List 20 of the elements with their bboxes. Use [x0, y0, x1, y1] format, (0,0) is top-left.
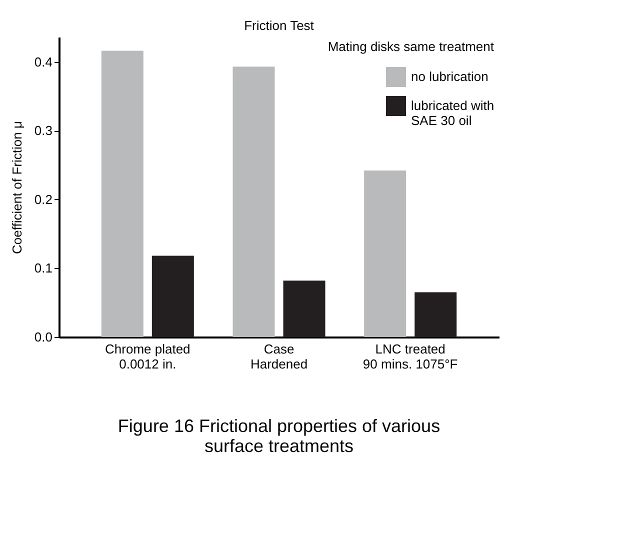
bar — [152, 256, 194, 337]
chart-title: Friction Test — [244, 18, 314, 33]
bar — [232, 66, 275, 337]
y-tick-label: 0.1 — [34, 260, 52, 276]
bar — [364, 170, 406, 337]
y-tick-label: 0.2 — [34, 192, 52, 207]
y-tick-label: 0.3 — [34, 123, 52, 138]
legend-title: Mating disks same treatment — [328, 39, 494, 54]
bar — [101, 50, 144, 337]
y-tick-label: 0.0 — [34, 330, 52, 344]
x-tick-label: Case Hardened — [250, 342, 308, 372]
y-axis-title: Coefficient of Friction μ — [9, 121, 24, 254]
caption: Figure 16 Frictional properties of various surface treatments — [118, 416, 440, 456]
legend-label: no lubrication — [411, 69, 488, 84]
bar — [414, 292, 457, 337]
legend-label: lubricated with SAE 30 oil — [411, 98, 494, 128]
x-tick-label: LNC treated 90 mins. 1075°F — [362, 342, 458, 372]
x-tick-label: Chrome plated 0.0012 in. — [105, 342, 190, 372]
y-tick-label: 0.4 — [34, 54, 52, 70]
bar — [283, 280, 326, 337]
